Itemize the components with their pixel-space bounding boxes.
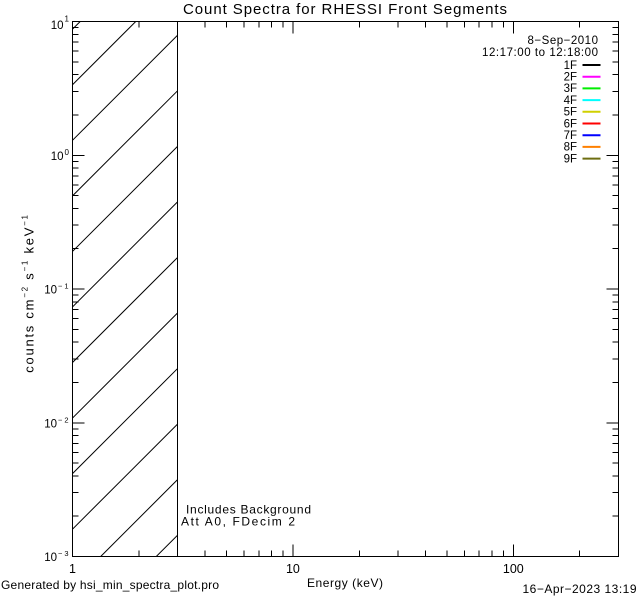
svg-text:2F: 2F bbox=[564, 72, 577, 84]
svg-text:1: 1 bbox=[69, 562, 76, 576]
svg-text:1: 1 bbox=[65, 15, 70, 24]
svg-text:10: 10 bbox=[44, 552, 57, 564]
svg-text:10: 10 bbox=[51, 20, 64, 32]
svg-text:Energy (keV): Energy (keV) bbox=[307, 576, 383, 590]
svg-text:6F: 6F bbox=[564, 118, 577, 130]
svg-text:9F: 9F bbox=[564, 153, 577, 165]
svg-text:5F: 5F bbox=[564, 107, 577, 119]
svg-text:Includes Background: Includes Background bbox=[186, 503, 311, 517]
svg-text:16−Apr−2023 13:19: 16−Apr−2023 13:19 bbox=[523, 582, 637, 596]
svg-text:7F: 7F bbox=[564, 130, 577, 142]
svg-text:3F: 3F bbox=[564, 83, 577, 95]
svg-text:10: 10 bbox=[286, 562, 300, 576]
svg-text:Att A0, FDecim 2: Att A0, FDecim 2 bbox=[181, 514, 295, 528]
svg-text:4F: 4F bbox=[564, 95, 577, 107]
svg-text:100: 100 bbox=[503, 562, 524, 576]
svg-text:8F: 8F bbox=[564, 142, 577, 154]
svg-text:1F: 1F bbox=[564, 60, 577, 72]
svg-text:Generated by hsi_min_spectra_p: Generated by hsi_min_spectra_plot.pro bbox=[1, 578, 219, 592]
svg-text:Count Spectra for RHESSI Front: Count Spectra for RHESSI Front Segments bbox=[183, 1, 507, 18]
svg-text:10: 10 bbox=[44, 418, 57, 430]
svg-text:10: 10 bbox=[51, 151, 64, 163]
svg-text:8−Sep−2010: 8−Sep−2010 bbox=[528, 35, 599, 47]
svg-text:12:17:00 to 12:18:00: 12:17:00 to 12:18:00 bbox=[482, 47, 598, 59]
svg-text:0: 0 bbox=[65, 148, 70, 157]
svg-text:counts cm−2 s−1 keV−1: counts cm−2 s−1 keV−1 bbox=[21, 213, 37, 373]
svg-text:10: 10 bbox=[44, 285, 57, 297]
